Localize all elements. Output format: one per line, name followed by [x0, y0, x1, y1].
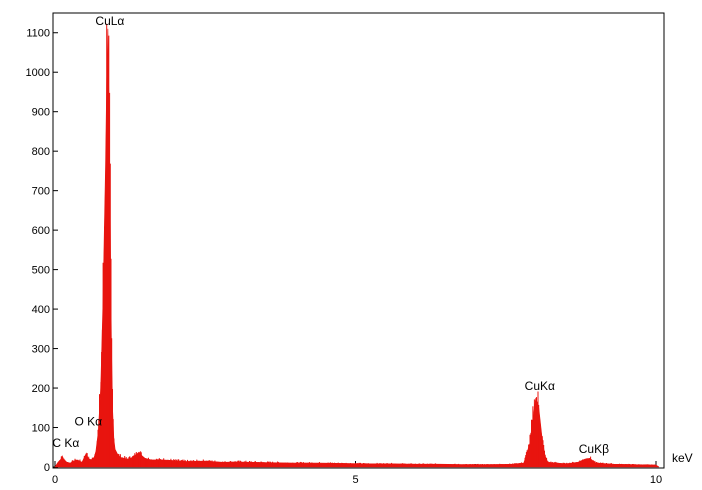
y-tick-label: 1000 — [26, 67, 50, 79]
y-tick-label: 700 — [32, 186, 50, 198]
y-tick-label: 900 — [32, 107, 50, 119]
plot-frame — [52, 12, 665, 469]
spectrum-area — [54, 28, 660, 468]
x-tick-label: 5 — [352, 474, 358, 486]
peak-label: C Kα — [52, 436, 79, 450]
peak-label: CuLα — [95, 14, 124, 28]
peak-label: CuKα — [525, 379, 555, 393]
peak-label: O Kα — [74, 415, 102, 429]
y-tick-label: 800 — [32, 146, 50, 158]
axis-ticks: 0 100 200 300 400 500 600 700 800 900 1000 1100 0 5 10 — [26, 28, 663, 486]
y-tick-label: 400 — [32, 304, 50, 316]
x-tick-label: 10 — [650, 474, 662, 486]
y-tick-label: 0 — [44, 462, 50, 474]
y-tick-label: 1100 — [26, 28, 50, 40]
x-tick-label: 0 — [52, 474, 58, 486]
x-axis-unit-label: keV — [672, 451, 693, 465]
y-tick-label: 500 — [32, 265, 50, 277]
y-tick-label: 300 — [32, 344, 50, 356]
y-tick-label: 200 — [32, 383, 50, 395]
spectrum-series — [54, 23, 660, 468]
y-tick-label: 100 — [32, 423, 50, 435]
y-tick-label: 600 — [32, 225, 50, 237]
peak-label: CuKβ — [579, 442, 609, 456]
peak-annotations: CuLα O Kα C Kα CuKα CuKβ — [52, 14, 609, 456]
